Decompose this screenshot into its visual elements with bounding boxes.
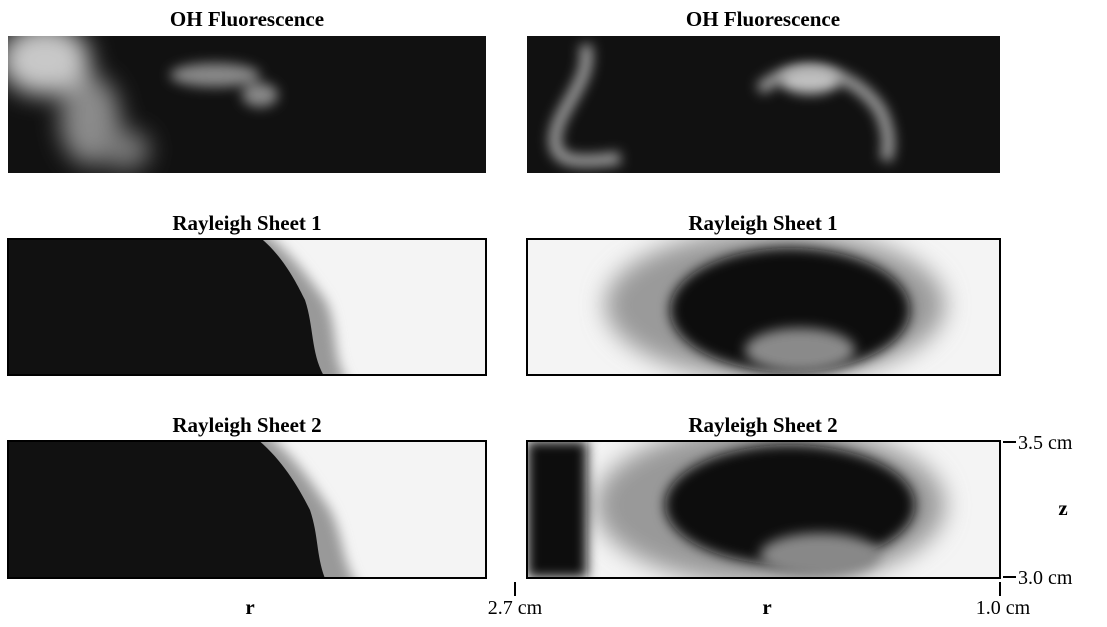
panel-title: Rayleigh Sheet 2 — [688, 413, 837, 437]
image-panel — [527, 425, 1000, 585]
axis-end-label: 1.0 cm — [976, 597, 1031, 619]
panel-title: OH Fluorescence — [686, 7, 840, 31]
image-panel — [0, 230, 486, 385]
axis-end-label: 3.5 cm — [1018, 432, 1073, 454]
image-panel — [0, 25, 486, 173]
figure: OH Fluorescence OH Fluorescence Rayleigh… — [0, 0, 1107, 627]
axis-label: r — [245, 595, 254, 619]
panel-title: Rayleigh Sheet 1 — [688, 211, 837, 235]
panel-title: Rayleigh Sheet 2 — [172, 413, 321, 437]
panel-title: Rayleigh Sheet 1 — [172, 211, 321, 235]
image-panel — [527, 36, 1000, 173]
axis-end-label: 3.0 cm — [1018, 567, 1073, 589]
axis-label: r — [762, 595, 771, 619]
axis-end-label: 2.7 cm — [488, 597, 543, 619]
image-panel — [0, 430, 486, 590]
axis-label: z — [1058, 496, 1067, 520]
image-panel — [527, 230, 1000, 380]
panel-title: OH Fluorescence — [170, 7, 324, 31]
